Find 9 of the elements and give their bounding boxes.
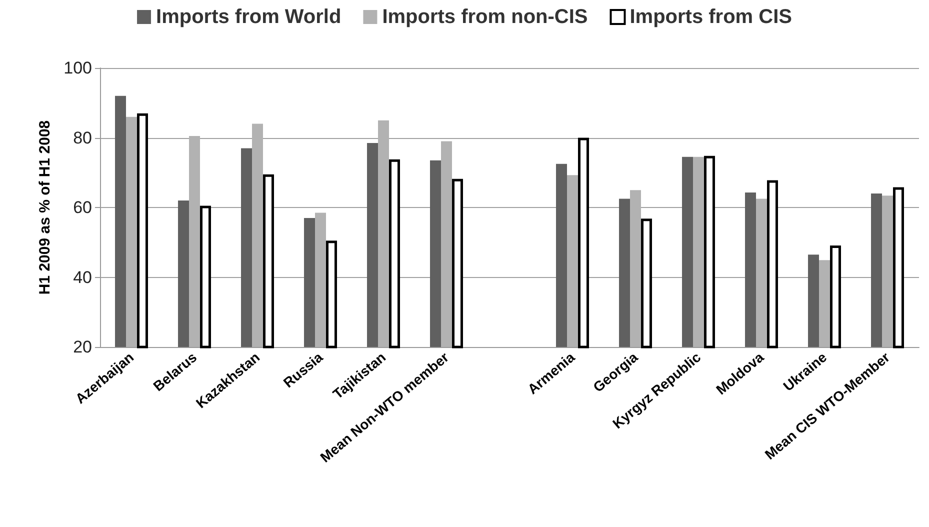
y-tick-label: 40 [73, 268, 92, 287]
y-axis-title: H1 2009 as % of H1 2008 [36, 120, 54, 295]
y-tick-label: 20 [73, 338, 92, 356]
y-tick-label: 60 [73, 198, 92, 217]
y-tick-label: 80 [73, 128, 92, 148]
legend-label: Imports from non-CIS [382, 6, 588, 28]
y-tick-label: 100 [64, 58, 92, 78]
legend-label: Imports from CIS [630, 6, 792, 28]
legend-label: Imports from World [156, 6, 342, 28]
